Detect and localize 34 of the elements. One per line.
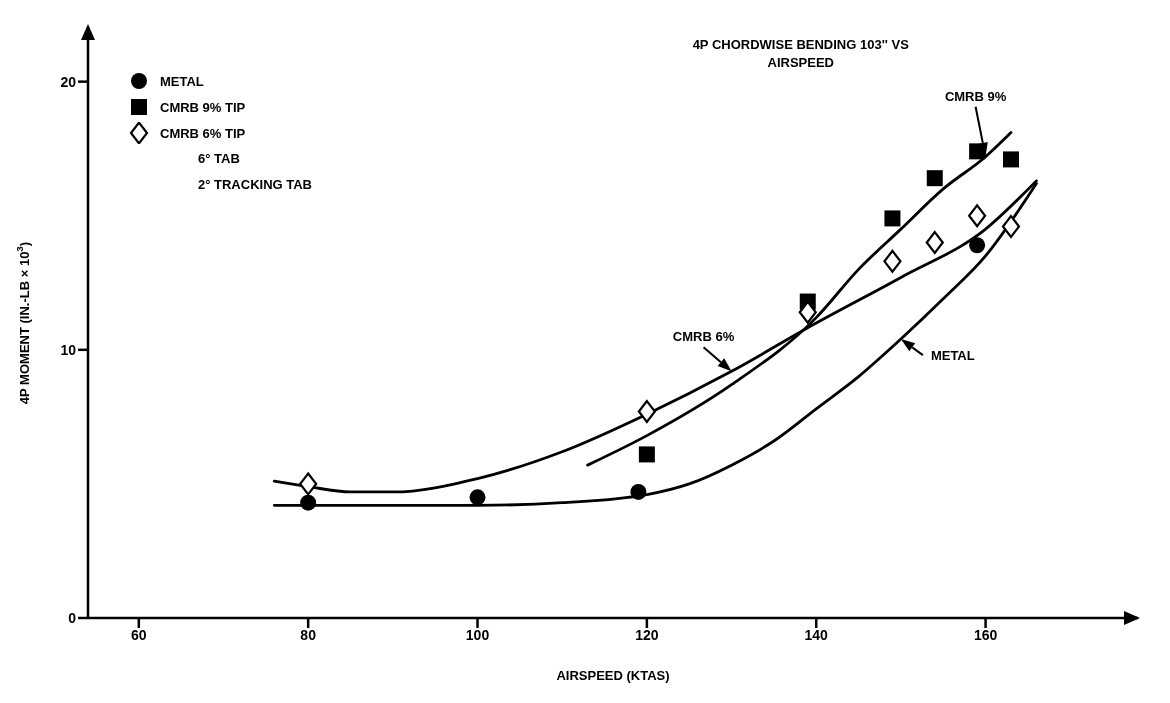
x-tick-label: 140 bbox=[804, 626, 829, 643]
y-tick-label: 20 bbox=[60, 73, 77, 90]
point bbox=[925, 231, 944, 255]
text: 4P CHORDWISE BENDING 103'' VS AIRSPEED bbox=[691, 36, 910, 72]
point bbox=[884, 210, 901, 227]
point bbox=[638, 446, 655, 463]
point bbox=[1002, 151, 1019, 168]
x-tick-label: 100 bbox=[465, 626, 490, 643]
x-axis-title: AIRSPEED (KTAS) bbox=[556, 668, 670, 683]
x-tick-label: 120 bbox=[635, 626, 659, 643]
point bbox=[883, 249, 902, 273]
point bbox=[637, 400, 656, 423]
text: CMRB 9% bbox=[944, 88, 1007, 104]
annotation: 2° TRACKING TAB bbox=[198, 176, 313, 194]
x-tick-label: 60 bbox=[131, 626, 147, 643]
point bbox=[300, 494, 317, 511]
x-tick-label: 80 bbox=[300, 626, 317, 643]
x-tick-label: 160 bbox=[973, 626, 998, 643]
point bbox=[968, 204, 987, 228]
y-tick-label: 0 bbox=[68, 609, 77, 626]
annotation: 6° TAB bbox=[198, 150, 241, 168]
legend-label: CMRB 9% TIP bbox=[160, 99, 246, 115]
point bbox=[1001, 214, 1021, 238]
legend-label: METAL bbox=[930, 348, 975, 364]
legend-label: CMRB 6% TIP bbox=[160, 125, 246, 141]
point bbox=[798, 300, 817, 324]
point bbox=[469, 489, 486, 506]
point bbox=[299, 472, 318, 496]
point bbox=[926, 170, 943, 187]
legend-label: METAL bbox=[160, 73, 204, 89]
point bbox=[969, 237, 986, 254]
series-label: CMRB 6% bbox=[672, 329, 735, 345]
point bbox=[630, 483, 647, 500]
y-tick-label: 10 bbox=[60, 341, 77, 358]
